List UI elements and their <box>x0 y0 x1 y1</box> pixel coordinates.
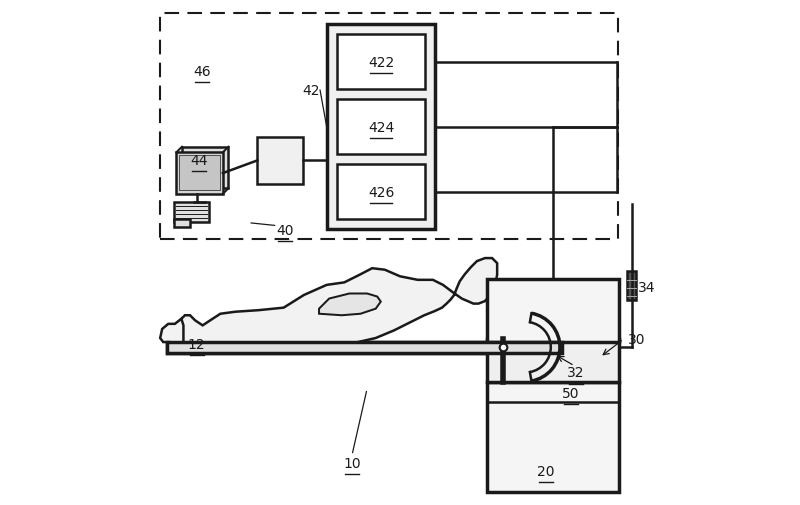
Bar <box>487 382 618 492</box>
Polygon shape <box>170 259 497 347</box>
Bar <box>174 203 209 223</box>
Bar <box>160 14 618 240</box>
Text: 46: 46 <box>193 65 210 79</box>
Text: 426: 426 <box>368 185 394 199</box>
Text: 20: 20 <box>537 464 554 478</box>
Text: 422: 422 <box>368 56 394 70</box>
Text: 34: 34 <box>638 281 655 295</box>
Bar <box>487 339 618 382</box>
Bar <box>326 25 435 230</box>
Bar <box>626 271 636 300</box>
Bar <box>182 147 229 189</box>
Bar <box>337 165 426 220</box>
Text: 40: 40 <box>276 224 294 238</box>
Text: 42: 42 <box>302 84 320 98</box>
Text: 32: 32 <box>567 366 585 380</box>
Bar <box>167 342 550 354</box>
Polygon shape <box>160 319 183 347</box>
Text: 10: 10 <box>343 456 361 470</box>
Text: 424: 424 <box>368 121 394 134</box>
Polygon shape <box>319 294 381 316</box>
Bar <box>487 279 618 342</box>
Bar <box>179 156 220 190</box>
Bar <box>337 35 426 90</box>
Text: 12: 12 <box>188 337 206 351</box>
Text: 30: 30 <box>628 332 645 346</box>
Bar <box>174 220 190 228</box>
Bar <box>258 138 303 184</box>
Bar <box>176 153 223 194</box>
Bar <box>167 342 562 354</box>
Text: 50: 50 <box>562 386 580 400</box>
Bar <box>337 100 426 155</box>
Text: 44: 44 <box>190 154 207 168</box>
